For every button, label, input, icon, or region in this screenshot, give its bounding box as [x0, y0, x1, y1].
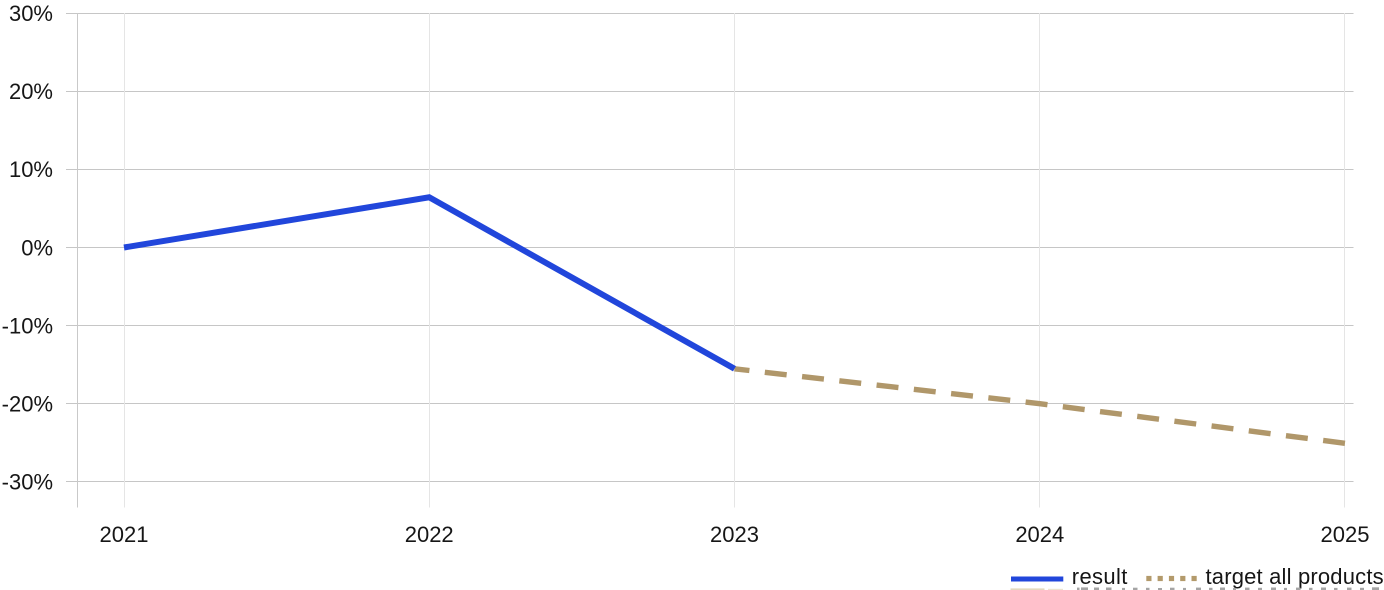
- svg-text:target all products: target all products: [1206, 564, 1384, 589]
- svg-text:0%: 0%: [21, 235, 53, 260]
- svg-text:-30%: -30%: [2, 470, 53, 495]
- svg-text:2021: 2021: [100, 522, 149, 547]
- svg-text:30%: 30%: [9, 1, 53, 26]
- svg-text:2022: 2022: [405, 522, 454, 547]
- svg-text:2024: 2024: [1015, 522, 1064, 547]
- svg-text:-20%: -20%: [2, 392, 53, 417]
- svg-text:-10%: -10%: [2, 314, 53, 339]
- svg-text:2023: 2023: [710, 522, 759, 547]
- svg-text:20%: 20%: [9, 79, 53, 104]
- svg-text:10%: 10%: [9, 157, 53, 182]
- svg-text:result: result: [1072, 564, 1128, 589]
- svg-text:2025: 2025: [1321, 522, 1370, 547]
